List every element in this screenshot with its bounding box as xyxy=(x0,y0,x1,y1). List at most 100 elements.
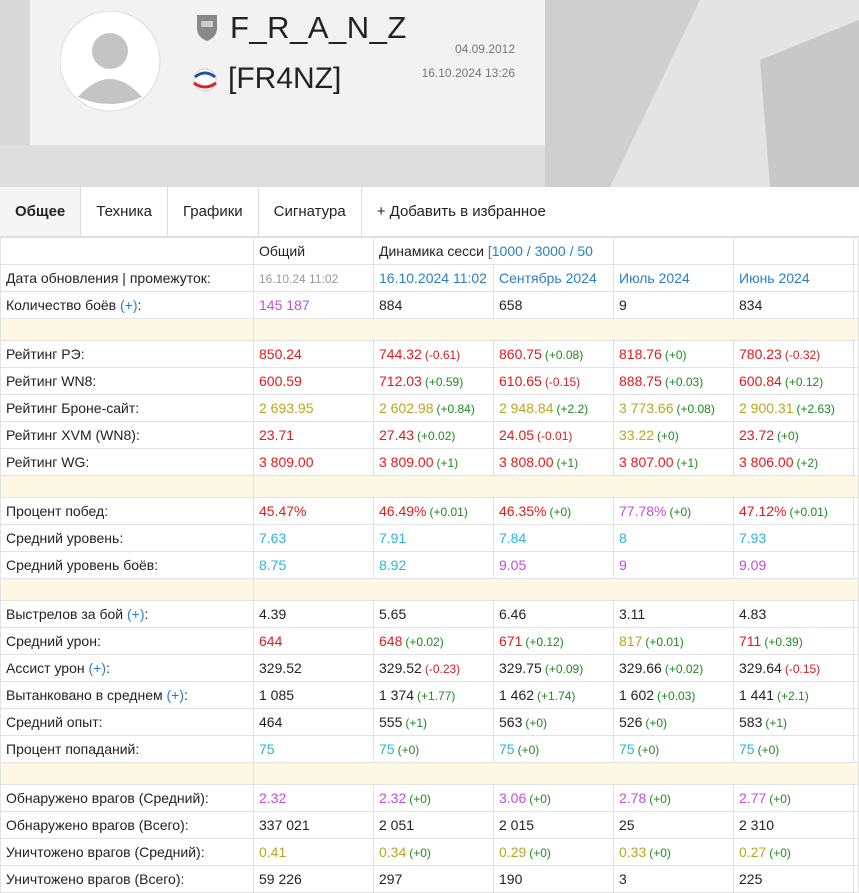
stat-cell: 3 806.00 (+2) xyxy=(733,448,854,476)
stat-value: 8 xyxy=(619,530,627,546)
stat-value: 9 xyxy=(619,557,627,573)
stat-delta: (-0.23) xyxy=(424,662,461,676)
stat-value: 8.92 xyxy=(379,557,407,573)
stat-cell: 600.59 xyxy=(253,367,374,395)
stat-cell: 780.23 (-0.32) xyxy=(733,340,854,368)
stat-value: 6.46 xyxy=(499,606,527,622)
stat-cell xyxy=(853,367,859,395)
stat-cell: 59 226 xyxy=(253,865,374,893)
details-link[interactable]: (+) xyxy=(166,687,185,703)
stat-cell: 23.71 xyxy=(253,421,374,449)
stat-value: 1 374 xyxy=(379,687,415,703)
stat-value: 3 773.66 xyxy=(619,400,674,416)
label-text: Рейтинг WN8: xyxy=(6,373,97,389)
label-text: Обнаружено врагов (Средний): xyxy=(6,790,209,806)
stat-cell: 27.43 (+0.02) xyxy=(373,421,494,449)
stat-cell: 24.05 (-0.01) xyxy=(493,421,614,449)
separator-row xyxy=(0,318,859,341)
stat-cell: 818.76 (+0) xyxy=(613,340,734,368)
tab[interactable]: Техника xyxy=(81,187,169,236)
stat-row: Уничтожено врагов (Средний): 0.41 0.34 (+0)… xyxy=(0,838,859,866)
stat-value: 77.78% xyxy=(619,503,667,519)
stat-value: 526 xyxy=(619,714,643,730)
separator-cell xyxy=(253,318,859,341)
stat-cell: 4.83 xyxy=(733,600,854,628)
stat-row: Обнаружено врагов (Всего): 337 021 2 051 2 … xyxy=(0,811,859,839)
header-cell xyxy=(613,237,734,265)
stat-value: 884 xyxy=(379,297,403,313)
row-label: Количество боёв (+): xyxy=(0,291,254,319)
stat-value: 4.39 xyxy=(259,606,287,622)
stat-value: 600.84 xyxy=(739,373,782,389)
stat-value: 23.72 xyxy=(739,427,775,443)
tab[interactable]: Сигнатура xyxy=(259,187,362,236)
stat-cell: 0.29 (+0) xyxy=(493,838,614,866)
stat-cell: 648 (+0.02) xyxy=(373,627,494,655)
stat-delta: (+0.01) xyxy=(789,505,828,519)
stat-value: 2.77 xyxy=(739,790,767,806)
header-cell xyxy=(0,237,254,265)
row-label: Обнаружено врагов (Всего): xyxy=(0,811,254,839)
stat-delta: (+0.12) xyxy=(784,375,824,389)
stat-cell: 644 xyxy=(253,627,374,655)
stat-cell: 884 xyxy=(373,291,494,319)
stat-cell: 888.75 (+0.03) xyxy=(613,367,734,395)
stat-value: 25 xyxy=(619,817,635,833)
stat-cell: 46.35% (+0) xyxy=(493,497,614,525)
stat-cell: 46.49% (+0.01) xyxy=(373,497,494,525)
stat-cell: 23.72 (+0) xyxy=(733,421,854,449)
stat-value: 75 xyxy=(619,741,635,757)
details-link[interactable]: (+) xyxy=(126,606,145,622)
stat-delta: (+0.12) xyxy=(525,635,564,649)
stat-value: 2 051 xyxy=(379,817,415,833)
label-text: Процент побед: xyxy=(6,503,109,519)
separator-cell xyxy=(253,475,859,498)
stat-value: 145 187 xyxy=(259,297,310,313)
stat-delta: (+0) xyxy=(517,743,540,757)
stat-row: Процент попаданий: 75 75 (+0) 75 (+0) 75 (+0) 75… xyxy=(0,735,859,763)
tab[interactable]: Общее xyxy=(0,187,82,236)
stat-value: 850.24 xyxy=(259,346,302,362)
stat-delta: (+0) xyxy=(529,846,551,860)
stat-cell: 16.10.24 11:02 xyxy=(253,264,374,292)
stat-value: 2.32 xyxy=(259,790,287,806)
game-icon xyxy=(197,15,217,41)
stat-value: 3 808.00 xyxy=(499,454,554,470)
stat-delta: (+0.08) xyxy=(544,348,584,362)
stat-value: Сентябрь 2024 xyxy=(499,270,597,286)
tab[interactable]: + Добавить в избранное xyxy=(376,203,546,220)
stat-value: 0.34 xyxy=(379,844,407,860)
last-battle-date: 16.10.2024 13:26 xyxy=(421,66,515,80)
separator-cell xyxy=(253,762,859,785)
stat-delta: (+2) xyxy=(796,456,819,470)
stat-value: 9.05 xyxy=(499,557,527,573)
stat-cell xyxy=(853,291,859,319)
details-link[interactable]: (+) xyxy=(120,297,138,313)
row-label: Средний уровень: xyxy=(0,524,254,552)
stat-cell: 329.52 xyxy=(253,654,374,682)
details-link[interactable]: (+) xyxy=(88,660,107,676)
stat-delta: (+0) xyxy=(549,505,572,519)
player-name: F_R_A_N_Z xyxy=(230,10,407,45)
avatar-body xyxy=(78,79,142,104)
stat-delta: (+1) xyxy=(765,716,788,730)
stat-value: 3 807.00 xyxy=(619,454,674,470)
stat-cell: 8.75 xyxy=(253,551,374,579)
stat-value: 329.52 xyxy=(259,660,302,676)
tab[interactable]: Графики xyxy=(168,187,259,236)
label-text: Рейтинг Броне-сайт: xyxy=(6,400,140,416)
separator-cell xyxy=(0,318,254,341)
clan-emblem-blue xyxy=(194,71,216,79)
stat-cell: 329.66 (+0.02) xyxy=(613,654,734,682)
stat-cell: 3.11 xyxy=(613,600,734,628)
dynamics-link[interactable]: [1000 / 3000 / 50 xyxy=(487,243,593,259)
stat-value: 2.78 xyxy=(619,790,647,806)
stat-cell: 0.34 (+0) xyxy=(373,838,494,866)
stat-cell: 329.75 (+0.09) xyxy=(493,654,614,682)
label-text: Уничтожено врагов (Средний): xyxy=(6,844,205,860)
stat-cell: 563 (+0) xyxy=(493,708,614,736)
label-text: Вытанковано в среднем xyxy=(6,687,163,703)
stat-cell: 337 021 xyxy=(253,811,374,839)
stat-row: Средний опыт: 464 555 (+1) 563 (+0) 526 (+0) 583… xyxy=(0,708,859,736)
label-text: Уничтожено врагов (Всего): xyxy=(6,871,185,887)
